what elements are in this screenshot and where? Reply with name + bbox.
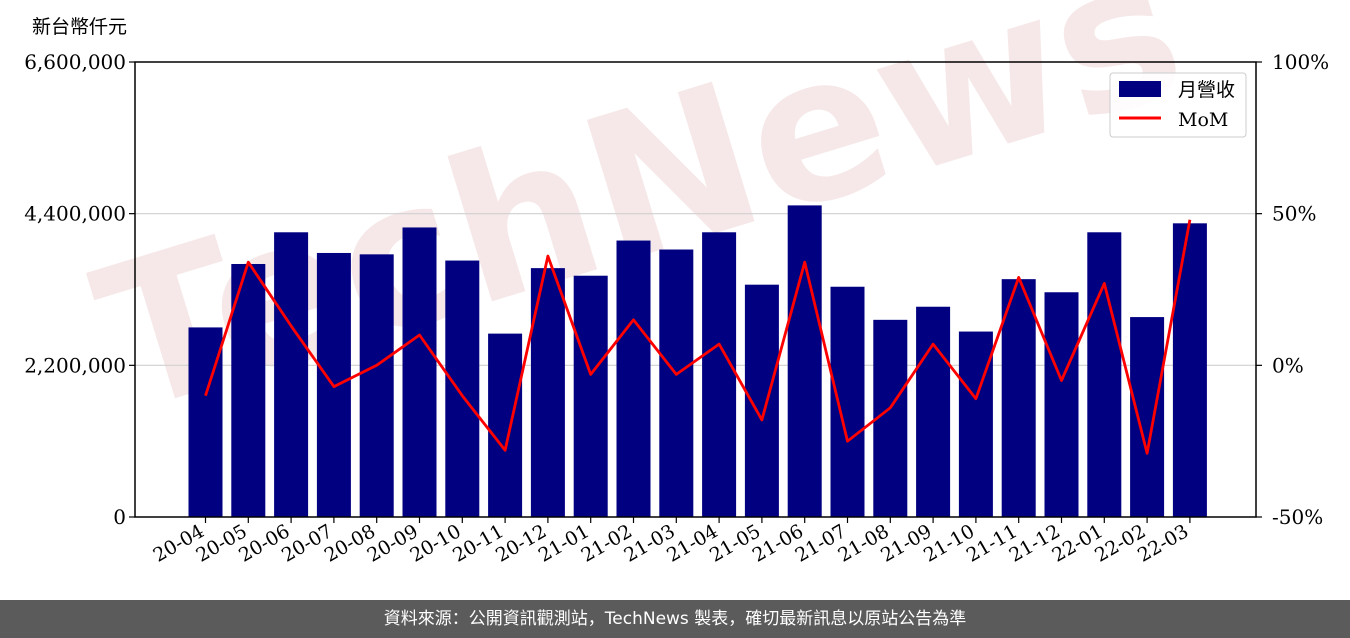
plot-frame <box>134 61 1257 518</box>
left-axis-unit-label: 新台幣仟元 <box>32 16 127 38</box>
left-tick-label: 2,200,000 <box>24 353 126 377</box>
bar <box>231 263 266 517</box>
legend-bar-swatch <box>1119 81 1161 97</box>
bar <box>616 240 651 517</box>
bar <box>359 254 394 517</box>
right-tick-label: -50% <box>1272 505 1323 529</box>
legend-line-label: MoM <box>1178 109 1228 131</box>
legend: 月營收 MoM <box>1109 72 1247 138</box>
source-footer: 資料來源：公開資訊觀測站，TechNews 製表，確切最新訊息以原站公告為準 <box>0 600 1350 638</box>
left-axis: 0 2,200,000 4,400,000 6,600,000 <box>24 50 135 529</box>
bar <box>916 306 951 517</box>
right-tick-label: 100% <box>1272 50 1329 74</box>
bar <box>488 333 523 517</box>
right-axis: -50% 0% 50% 100% <box>1256 50 1329 529</box>
mom-line <box>204 219 1192 455</box>
left-tick-label: 4,400,000 <box>24 202 126 226</box>
right-tick-label: 50% <box>1272 202 1316 226</box>
legend-bar-label: 月營收 <box>1178 79 1235 101</box>
bar <box>1130 317 1165 517</box>
bar <box>1044 292 1079 517</box>
bar <box>787 205 822 518</box>
bar <box>274 232 309 517</box>
bar <box>573 275 608 517</box>
bar <box>702 232 737 517</box>
bar <box>958 331 993 517</box>
x-axis: 20-0420-0520-0620-0720-0820-0920-1020-11… <box>150 517 1192 567</box>
bar-series <box>188 205 1207 518</box>
bar <box>830 286 865 517</box>
bar <box>1087 232 1122 517</box>
bar <box>659 249 694 518</box>
bar <box>1172 223 1207 517</box>
bar <box>445 260 480 517</box>
bar <box>1001 279 1036 517</box>
x-tick-label: 22-03 <box>1134 520 1192 566</box>
left-tick-label: 0 <box>113 505 126 529</box>
bar <box>402 227 437 518</box>
left-tick-label: 6,600,000 <box>24 50 126 74</box>
right-tick-label: 0% <box>1272 353 1304 377</box>
line-series <box>204 219 1192 455</box>
